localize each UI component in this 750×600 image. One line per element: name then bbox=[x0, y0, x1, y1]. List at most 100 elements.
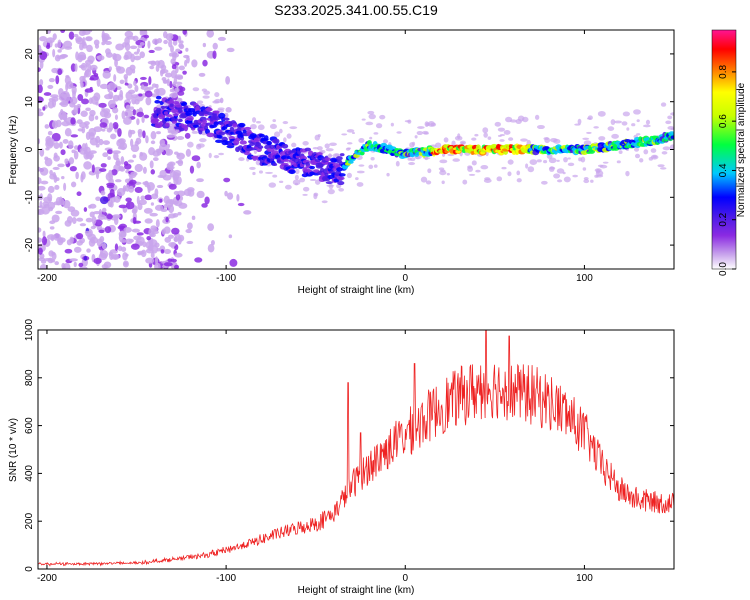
heatmap-blob bbox=[244, 126, 252, 131]
heatmap-blob bbox=[163, 203, 168, 209]
heatmap-blob bbox=[91, 164, 95, 173]
heatmap-blob bbox=[85, 152, 94, 160]
heatmap-blob bbox=[172, 81, 177, 87]
heatmap-blob bbox=[250, 124, 257, 130]
heatmap-blob bbox=[95, 101, 99, 106]
heatmap-blob bbox=[194, 257, 203, 263]
heatmap-blob bbox=[86, 44, 93, 53]
heatmap-blob bbox=[52, 166, 60, 171]
heatmap-blob bbox=[457, 133, 461, 140]
heatmap-blob bbox=[345, 147, 351, 151]
heatmap-blob bbox=[64, 158, 69, 165]
heatmap-blob bbox=[112, 121, 119, 130]
heatmap-blob bbox=[159, 169, 167, 179]
heatmap-blob bbox=[176, 152, 185, 160]
heatmap-blob bbox=[170, 92, 179, 99]
heatmap-blob bbox=[120, 156, 125, 165]
heatmap-blob bbox=[60, 149, 66, 156]
heatmap-blob bbox=[336, 176, 345, 181]
heatmap-blob bbox=[370, 156, 375, 161]
heatmap-blob bbox=[107, 99, 116, 109]
heatmap-blob bbox=[218, 152, 225, 156]
heatmap-blob bbox=[369, 136, 373, 140]
heatmap-blob bbox=[149, 65, 155, 70]
heatmap-blob bbox=[131, 96, 137, 105]
heatmap-blob bbox=[187, 222, 193, 230]
heatmap-blob bbox=[572, 174, 579, 178]
heatmap-blob bbox=[175, 194, 181, 201]
colorbar-tick-label: 0.4 bbox=[718, 163, 729, 177]
heatmap-blob bbox=[358, 164, 365, 167]
heatmap-blob bbox=[41, 236, 48, 246]
colorbar: 0.0 0.2 0.4 0.6 0.8 Normalized spectral ampl… bbox=[711, 29, 747, 276]
heatmap-blob bbox=[636, 119, 640, 123]
heatmap-blob bbox=[119, 166, 126, 172]
heatmap-blob bbox=[337, 180, 345, 186]
heatmap-blob bbox=[386, 172, 390, 177]
heatmap-blob bbox=[325, 148, 334, 152]
colorbar-tick-label: 0.0 bbox=[718, 262, 729, 276]
heatmap-blob bbox=[597, 110, 606, 117]
heatmap-blob bbox=[102, 152, 109, 158]
heatmap-blob bbox=[302, 141, 309, 146]
heatmap-blob bbox=[207, 243, 215, 253]
heatmap-blob bbox=[85, 124, 89, 130]
heatmap-blob bbox=[534, 114, 540, 120]
heatmap-blob bbox=[174, 252, 183, 258]
heatmap-blob bbox=[124, 178, 130, 184]
heatmap-blob bbox=[106, 182, 115, 187]
heatmap-blob bbox=[149, 212, 158, 217]
heatmap-blob bbox=[72, 217, 77, 224]
heatmap-blob bbox=[151, 193, 159, 200]
heatmap-blob bbox=[396, 131, 402, 134]
heatmap-blob bbox=[122, 252, 128, 261]
spectrogram-xtick-label: 0 bbox=[402, 273, 408, 284]
heatmap-blob bbox=[229, 258, 238, 267]
heatmap-blob bbox=[124, 82, 129, 86]
heatmap-blob bbox=[144, 218, 153, 224]
heatmap-blob bbox=[161, 228, 167, 235]
heatmap-blob bbox=[102, 207, 107, 213]
heatmap-blob bbox=[154, 262, 161, 269]
heatmap-blob bbox=[94, 115, 99, 120]
heatmap-blob bbox=[85, 217, 93, 223]
snr-ylabel: SNR (10 * v/v) bbox=[8, 418, 19, 482]
heatmap-blob bbox=[102, 38, 108, 43]
heatmap-blob bbox=[596, 174, 604, 178]
heatmap-blob bbox=[368, 113, 376, 120]
snr-xtick-label: 100 bbox=[576, 573, 593, 584]
heatmap-blob bbox=[101, 242, 107, 250]
heatmap-blob bbox=[127, 159, 134, 163]
heatmap-blob bbox=[39, 60, 44, 69]
heatmap-blob bbox=[471, 160, 477, 166]
heatmap-blob bbox=[57, 68, 63, 76]
heatmap-blob bbox=[48, 77, 55, 83]
heatmap-blob bbox=[151, 83, 157, 88]
heatmap-blob bbox=[170, 258, 177, 263]
snr-ytick-label: 0 bbox=[24, 566, 35, 572]
heatmap-blob bbox=[64, 248, 73, 254]
heatmap-blob bbox=[643, 149, 649, 155]
heatmap-blob bbox=[670, 127, 674, 131]
heatmap-blob bbox=[165, 114, 172, 118]
heatmap-blob bbox=[107, 82, 116, 91]
heatmap-blob bbox=[150, 140, 156, 145]
heatmap-blob bbox=[177, 90, 185, 96]
heatmap-blob bbox=[54, 184, 60, 190]
heatmap-blob bbox=[226, 47, 235, 53]
heatmap-blob bbox=[133, 55, 142, 61]
heatmap-blob bbox=[223, 177, 231, 183]
heatmap-blob bbox=[44, 156, 49, 161]
heatmap-blob bbox=[81, 41, 87, 46]
heatmap-blob bbox=[115, 179, 122, 183]
heatmap-blob bbox=[424, 121, 429, 127]
heatmap-blob bbox=[75, 171, 79, 180]
heatmap-blob bbox=[184, 132, 191, 139]
heatmap-blob bbox=[536, 124, 545, 130]
heatmap-blob bbox=[103, 111, 112, 119]
heatmap-blob bbox=[586, 117, 592, 120]
heatmap-blob bbox=[62, 100, 69, 105]
heatmap-blob bbox=[409, 157, 416, 162]
heatmap-blob bbox=[462, 179, 468, 185]
heatmap-blob bbox=[529, 159, 538, 166]
